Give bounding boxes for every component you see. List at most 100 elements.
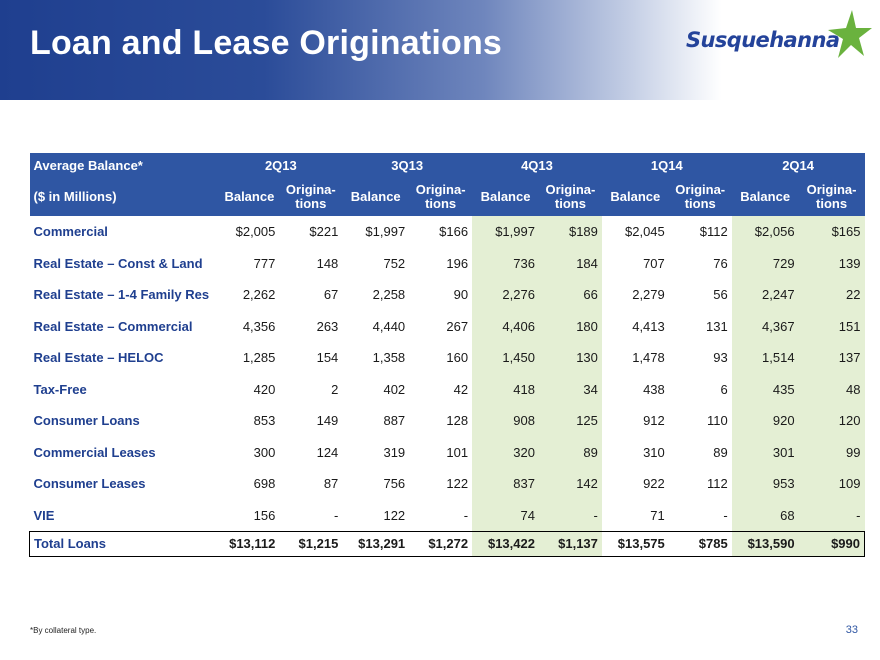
balance-cell: 756: [383, 476, 406, 492]
balance-cell: $13,590: [731, 530, 799, 557]
originations-subheader: Origina-tions: [538, 177, 602, 216]
balance-cell: 1,478: [632, 350, 665, 366]
row-label: Real Estate – Const & Land: [33, 255, 203, 271]
balance-cell: 707: [643, 255, 665, 271]
balance-cell: 435: [731, 373, 799, 405]
originations-cell: 109: [798, 468, 865, 500]
balance-cell: 438: [643, 381, 665, 397]
table-row: Real Estate – HELOC 1,285 154 1,358 160 1,450…: [30, 342, 865, 374]
balance-cell: 1,358: [372, 350, 406, 366]
balance-cell: 418: [472, 373, 539, 405]
balance-cell: 319: [383, 444, 406, 460]
originations-subheader: Origina-tions: [409, 177, 473, 216]
originations-cell: $785: [668, 530, 732, 557]
originations-cell: 76: [713, 255, 728, 271]
row-label: VIE: [33, 507, 55, 523]
originations-cell: 184: [538, 247, 602, 279]
originations-cell: -: [333, 507, 339, 523]
table-row: Consumer Leases 698 87 756 122 837 142 922 112 95…: [30, 468, 865, 500]
header-row-subcolumns: ($ in Millions) Balance Origina-tions Bala…: [29, 177, 865, 216]
originations-subheader-line2: tions: [425, 195, 457, 211]
originations-cell: $1,215: [279, 530, 343, 557]
originations-cell: -: [723, 507, 728, 523]
balance-cell: 752: [383, 255, 406, 271]
originations-cell: 101: [446, 444, 469, 460]
footnote: *By collateral type.: [30, 626, 97, 635]
originations-cell: -: [463, 507, 469, 523]
balance-subheader: Balance: [219, 177, 280, 216]
originations-subheader-line1: Origina-: [415, 181, 466, 197]
table-row: Commercial Leases 300 124 319 101 320 89 310 89 3…: [30, 436, 865, 468]
originations-cell: 22: [798, 279, 865, 311]
originations-cell: 99: [798, 436, 865, 468]
originations-cell: 139: [798, 247, 865, 279]
originations-subheader-line1: Origina-: [285, 181, 336, 197]
row-label: Real Estate – Commercial: [33, 318, 193, 334]
header-row-periods: Average Balance* 2Q13 3Q13 4Q13 1Q14 2Q1…: [29, 153, 865, 177]
originations-cell: -: [538, 499, 602, 531]
originations-cell: 89: [538, 436, 602, 468]
originations-cell: $112: [699, 224, 728, 240]
total-row: Total Loans $13,112 $1,215 $13,291 $1,272 $13…: [29, 530, 865, 557]
originations-cell: 263: [316, 318, 339, 334]
balance-cell: 4,440: [372, 318, 406, 334]
originations-cell: 154: [316, 350, 339, 366]
originations-cell: 180: [538, 310, 602, 342]
originations-subheader: Origina-tions: [279, 177, 343, 216]
originations-cell: 149: [316, 413, 339, 429]
balance-cell: 2,276: [472, 279, 539, 311]
balance-cell: 156: [253, 507, 276, 523]
row-label: Commercial: [33, 224, 108, 240]
balance-cell: 74: [472, 499, 539, 531]
originations-cell: 56: [713, 287, 728, 303]
originations-cell: 131: [705, 318, 728, 334]
balance-cell: 310: [643, 444, 665, 460]
period-header: 1Q14: [601, 153, 732, 177]
originations-cell: -: [798, 499, 865, 531]
balance-cell: $1,997: [365, 224, 406, 240]
page-number: 33: [845, 624, 858, 636]
row-label: Total Loans: [29, 530, 220, 557]
period-header: 2Q13: [219, 153, 343, 177]
originations-table: Average Balance* 2Q13 3Q13 4Q13 1Q14 2Q1…: [29, 153, 865, 557]
row-label: Real Estate – HELOC: [33, 350, 164, 366]
row-label: Consumer Leases: [33, 476, 146, 492]
balance-cell: 729: [731, 247, 799, 279]
originations-cell: 148: [316, 255, 339, 271]
balance-cell: 1,514: [731, 342, 799, 374]
originations-cell: 196: [446, 255, 469, 271]
balance-cell: 71: [650, 507, 665, 523]
originations-cell: 142: [538, 468, 602, 500]
balance-cell: $2,056: [731, 216, 799, 248]
originations-cell: 66: [538, 279, 602, 311]
balance-cell: 300: [253, 444, 276, 460]
slide-title: Loan and Lease Originations: [30, 24, 503, 62]
originations-cell: 137: [798, 342, 865, 374]
balance-cell: 908: [472, 405, 539, 437]
balance-cell: $2,005: [235, 224, 276, 240]
balance-cell: 920: [731, 405, 799, 437]
originations-cell: 48: [798, 373, 865, 405]
balance-cell: 320: [472, 436, 539, 468]
originations-subheader-line2: tions: [295, 195, 327, 211]
balance-cell: 922: [643, 476, 665, 492]
originations-subheader: Origina-tions: [668, 177, 732, 216]
star-icon: [828, 10, 872, 58]
balance-subheader: Balance: [342, 177, 410, 216]
originations-cell: 267: [446, 318, 469, 334]
originations-subheader-line2: tions: [554, 195, 586, 211]
originations-cell: $221: [309, 224, 339, 240]
originations-cell: 112: [706, 476, 728, 492]
table-row: Real Estate – Const & Land 777 148 752 196 73…: [30, 247, 865, 279]
balance-cell: 736: [472, 247, 539, 279]
originations-subheader-line2: tions: [816, 195, 848, 211]
originations-cell: 90: [453, 287, 469, 303]
susquehanna-logo: Susquehanna: [686, 8, 872, 68]
originations-subheader-line2: tions: [684, 195, 716, 211]
balance-cell: 837: [472, 468, 539, 500]
row-label: Real Estate – 1-4 Family Res: [33, 287, 210, 303]
table-row: Real Estate – Commercial 4,356 263 4,440 267…: [30, 310, 865, 342]
table-row: VIE 156-122-74-71-68-: [30, 499, 865, 531]
originations-cell: 128: [446, 413, 469, 429]
balance-cell: 301: [731, 436, 799, 468]
